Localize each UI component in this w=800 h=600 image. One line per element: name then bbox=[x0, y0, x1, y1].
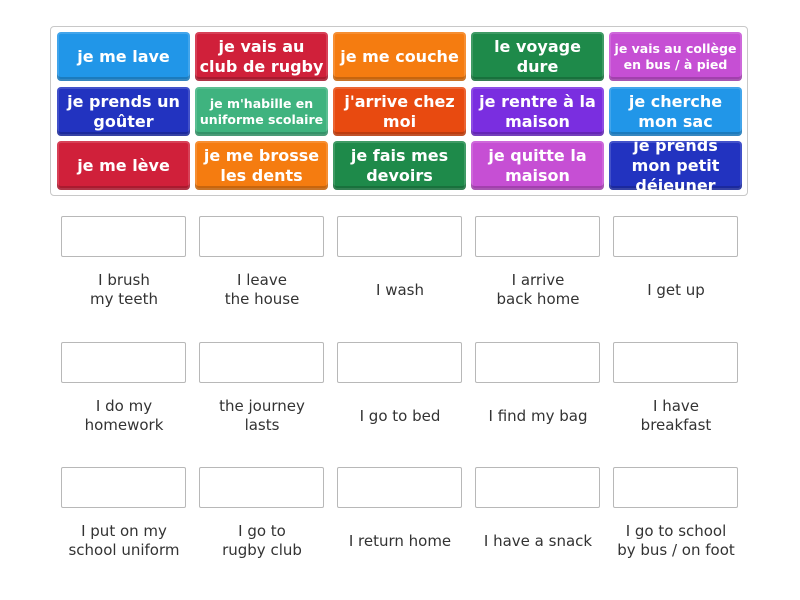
drop-zone[interactable] bbox=[337, 342, 462, 383]
answer-tile[interactable]: je m'habille en uniforme scolaire bbox=[195, 87, 328, 136]
answer-tile[interactable]: je prends un goûter bbox=[57, 87, 190, 136]
answer-tile[interactable]: je me lave bbox=[57, 32, 190, 81]
answer-tile[interactable]: je quitte la maison bbox=[471, 141, 604, 190]
drop-zone[interactable] bbox=[475, 342, 600, 383]
drop-zone[interactable] bbox=[61, 467, 186, 508]
answer-tile[interactable]: je me lève bbox=[57, 141, 190, 190]
target-label: I wash bbox=[376, 281, 424, 299]
target-label: the journey lasts bbox=[219, 397, 305, 434]
target-label: I go to rugby club bbox=[222, 522, 302, 559]
answer-tile[interactable]: je rentre à la maison bbox=[471, 87, 604, 136]
answer-tile[interactable]: je cherche mon sac bbox=[609, 87, 742, 136]
answer-tile[interactable]: j'arrive chez moi bbox=[333, 87, 466, 136]
drop-zone[interactable] bbox=[337, 467, 462, 508]
target-label: I get up bbox=[647, 281, 705, 299]
drop-zone[interactable] bbox=[613, 342, 738, 383]
drop-zone[interactable] bbox=[613, 467, 738, 508]
drop-zone[interactable] bbox=[199, 467, 324, 508]
tile-tray bbox=[50, 26, 748, 196]
drop-zone[interactable] bbox=[61, 216, 186, 257]
drop-zone[interactable] bbox=[613, 216, 738, 257]
answer-tile[interactable]: je fais mes devoirs bbox=[333, 141, 466, 190]
target-label: I do my homework bbox=[84, 397, 164, 434]
drop-zone[interactable] bbox=[61, 342, 186, 383]
drop-zone[interactable] bbox=[337, 216, 462, 257]
target-label: I leave the house bbox=[224, 271, 300, 308]
target-label: I brush my teeth bbox=[90, 271, 158, 308]
answer-tile[interactable]: je me brosse les dents bbox=[195, 141, 328, 190]
answer-tile[interactable]: le voyage dure bbox=[471, 32, 604, 81]
answer-tile[interactable]: je me couche bbox=[333, 32, 466, 81]
target-label: I have breakfast bbox=[640, 397, 712, 434]
target-label: I have a snack bbox=[483, 532, 593, 550]
answer-tile[interactable]: je vais au collège en bus / à pied bbox=[609, 32, 742, 81]
target-label: I go to bed bbox=[359, 407, 441, 425]
drop-zone[interactable] bbox=[199, 216, 324, 257]
target-label: I arrive back home bbox=[496, 271, 580, 308]
drop-zone[interactable] bbox=[199, 342, 324, 383]
target-label: I put on my school uniform bbox=[68, 522, 180, 559]
answer-tile[interactable]: je vais au club de rugby bbox=[195, 32, 328, 81]
target-label: I go to school by bus / on foot bbox=[617, 522, 735, 559]
target-label: I return home bbox=[348, 532, 452, 550]
target-label: I find my bag bbox=[488, 407, 588, 425]
drop-zone[interactable] bbox=[475, 216, 600, 257]
answer-tile[interactable]: je prends mon petit déjeuner bbox=[609, 136, 742, 195]
drop-zone[interactable] bbox=[475, 467, 600, 508]
